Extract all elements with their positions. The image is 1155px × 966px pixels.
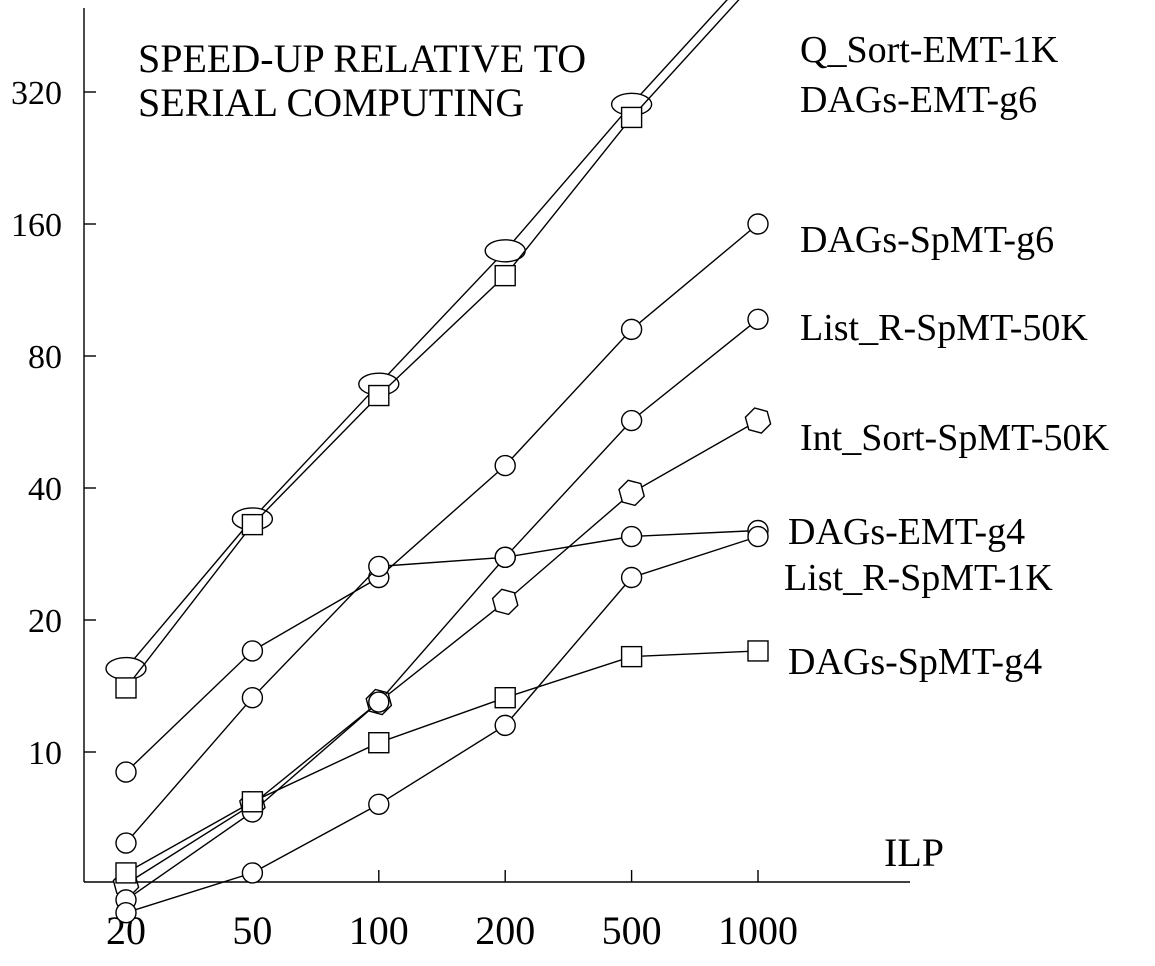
legend-label: Q_Sort-EMT-1K — [800, 29, 1059, 71]
x-axis-label: ILP — [884, 830, 944, 875]
series-line — [125, 535, 759, 914]
circle-marker — [241, 640, 264, 662]
hexagon-marker — [491, 588, 519, 616]
y-tick-label: 20 — [28, 603, 62, 640]
y-tick-label: 320 — [11, 75, 62, 112]
square-marker — [115, 862, 137, 884]
circle-marker — [241, 862, 264, 884]
y-tick-label: 40 — [28, 471, 62, 508]
y-tick-label: 160 — [11, 207, 62, 244]
legend-label: DAGs-EMT-g6 — [800, 79, 1037, 121]
series-line — [125, 0, 740, 689]
series-DAGs-EMT-g4 — [115, 519, 769, 911]
x-tick-label: 50 — [232, 908, 272, 953]
circle-marker — [494, 546, 516, 568]
square-marker — [241, 791, 264, 813]
x-tick-label: 100 — [349, 908, 409, 953]
circle-marker — [620, 318, 643, 341]
circle-marker — [747, 525, 769, 548]
series-line — [125, 318, 759, 844]
legend-label: DAGs-EMT-g4 — [788, 511, 1025, 553]
y-tick-label: 10 — [28, 735, 62, 772]
square-marker — [494, 686, 516, 709]
square-marker — [494, 264, 516, 287]
legend-label: List_R-SpMT-50K — [800, 307, 1088, 349]
square-marker — [620, 645, 643, 668]
legend-label: List_R-SpMT-1K — [784, 557, 1053, 599]
chart-title: SPEED-UP RELATIVE TO SERIAL COMPUTING — [138, 36, 596, 125]
circle-marker — [747, 213, 769, 235]
series-line — [125, 419, 759, 885]
y-tick-label: 80 — [28, 339, 62, 376]
x-tick-label: 500 — [602, 908, 662, 953]
series-line — [125, 529, 759, 901]
circle-marker — [747, 308, 769, 331]
hexagon-marker — [744, 407, 772, 434]
series-line — [125, 650, 759, 874]
square-marker — [747, 640, 769, 662]
series-DAGs-EMT-g6 — [115, 0, 740, 699]
hexagon-marker — [618, 479, 645, 507]
legend-label: DAGs-SpMT-g6 — [800, 219, 1054, 261]
square-marker — [241, 513, 264, 536]
series-List_R-SpMT-1K — [115, 525, 769, 924]
series-DAGs-SpMT-g4 — [115, 640, 769, 884]
circle-marker — [620, 566, 643, 589]
series-line — [125, 223, 759, 773]
circle-marker — [115, 832, 137, 854]
square-marker — [620, 106, 643, 129]
square-marker — [368, 732, 390, 754]
chart-title-line-2: SERIAL COMPUTING — [138, 80, 524, 125]
legend-label: DAGs-SpMT-g4 — [788, 641, 1042, 683]
axes — [83, 8, 910, 883]
x-tick-label: 1000 — [718, 908, 798, 953]
circle-marker — [368, 555, 390, 578]
square-marker — [368, 384, 390, 407]
legend-label: Int_Sort-SpMT-50K — [800, 417, 1110, 459]
circle-marker — [241, 686, 264, 709]
series-Int_Sort-SpMT-50K — [112, 407, 772, 898]
series-line — [125, 0, 728, 669]
circle-marker — [115, 902, 137, 924]
circle-marker — [368, 793, 390, 815]
circle-marker — [368, 691, 390, 713]
legend: Q_Sort-EMT-1K DAGs-EMT-g6 DAGs-SpMT-g6 List… — [784, 29, 1110, 683]
circle-marker — [620, 409, 643, 432]
series-DAGs-SpMT-g6 — [115, 213, 769, 783]
circle-marker — [115, 761, 137, 783]
series-List_R-SpMT-50K — [115, 308, 769, 854]
square-marker — [115, 677, 137, 699]
ellipse-marker — [105, 656, 147, 681]
x-tick-label: 200 — [475, 908, 535, 953]
circle-marker — [494, 454, 516, 477]
series-group — [105, 0, 772, 924]
circle-marker — [620, 525, 643, 548]
circle-marker — [494, 714, 516, 737]
chart-title-line-1: SPEED-UP RELATIVE TO — [138, 36, 586, 81]
